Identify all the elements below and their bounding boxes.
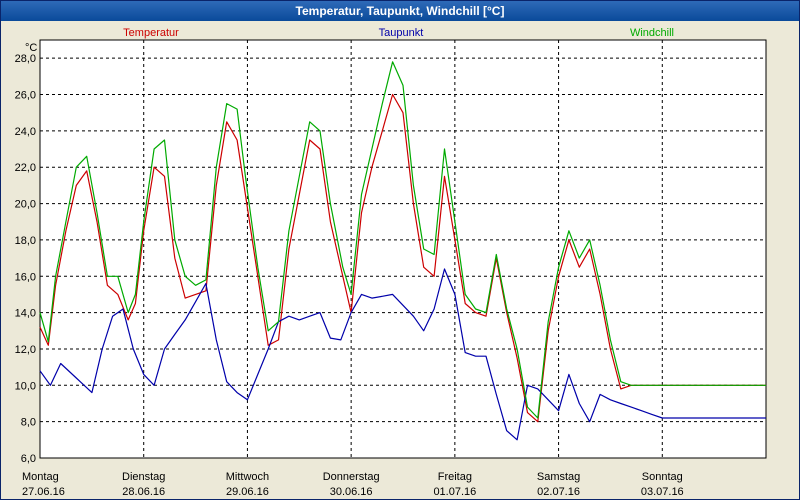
x-tick-day: Donnerstag <box>323 471 380 483</box>
x-tick-date: 02.07.16 <box>537 486 580 498</box>
y-tick-label: 16,0 <box>15 271 36 283</box>
x-tick-day: Montag <box>22 471 59 483</box>
y-tick-label: 20,0 <box>15 199 36 211</box>
series-line-windchill <box>39 61 766 419</box>
x-tick-day: Sonntag <box>642 471 683 483</box>
x-tick-day: Samstag <box>537 471 580 483</box>
y-axis-label: °C <box>25 42 37 54</box>
x-tick-date: 03.07.16 <box>641 486 684 498</box>
y-tick-label: 26,0 <box>15 90 36 102</box>
y-tick-label: 6,0 <box>21 453 36 465</box>
plot-area <box>39 39 767 459</box>
x-tick-day: Dienstag <box>122 471 165 483</box>
y-tick-label: 24,0 <box>15 126 36 138</box>
legend: Temperatur Taupunkt Windchill <box>123 27 674 39</box>
x-tick-date: 27.06.16 <box>22 486 65 498</box>
y-tick-label: 10,0 <box>15 380 36 392</box>
x-tick-labels: Montag 27.06.16 Dienstag 28.06.16 Mittwoch 29… <box>22 471 684 498</box>
x-tick-day: Mittwoch <box>226 471 269 483</box>
y-tick-label: 28,0 <box>15 53 36 65</box>
grid <box>40 40 766 459</box>
x-tick-date: 29.06.16 <box>226 486 269 498</box>
series-lines <box>39 61 766 441</box>
series-line-taupunkt <box>39 268 766 441</box>
y-tick-label: 22,0 <box>15 162 36 174</box>
y-tick-label: 18,0 <box>15 235 36 247</box>
y-tick-labels: 6,0 8,0 10,0 12,0 14,0 16,0 18,0 20,0 22,0 24,0 26… <box>15 53 36 465</box>
y-tick-label: 14,0 <box>15 308 36 320</box>
x-tick-date: 01.07.16 <box>433 486 476 498</box>
y-tick-label: 12,0 <box>15 344 36 356</box>
x-tick-date: 30.06.16 <box>330 486 373 498</box>
x-tick-day: Freitag <box>438 471 472 483</box>
legend-taupunkt: Taupunkt <box>379 27 424 39</box>
legend-windchill: Windchill <box>630 27 674 39</box>
window-title: Temperatur, Taupunkt, Windchill [°C] <box>1 1 799 21</box>
legend-temperatur: Temperatur <box>123 27 179 39</box>
x-tick-date: 28.06.16 <box>122 486 165 498</box>
y-tick-label: 8,0 <box>21 417 36 429</box>
